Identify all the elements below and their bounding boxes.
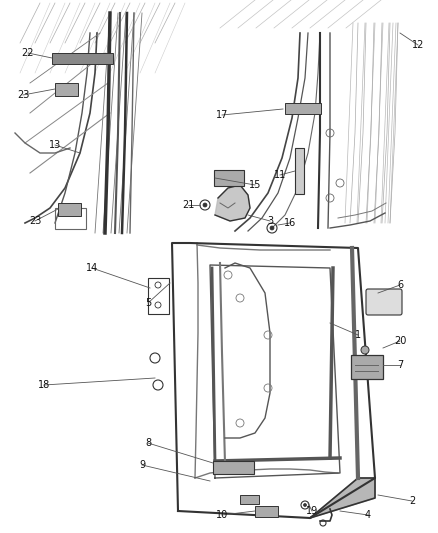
Circle shape: [270, 226, 274, 230]
Text: 21: 21: [182, 200, 194, 210]
Text: 20: 20: [394, 336, 406, 346]
FancyBboxPatch shape: [240, 495, 258, 504]
Text: 15: 15: [249, 180, 261, 190]
Text: 2: 2: [409, 496, 415, 506]
Text: 9: 9: [139, 460, 145, 470]
Text: 10: 10: [216, 510, 228, 520]
Text: 8: 8: [145, 438, 151, 448]
FancyBboxPatch shape: [52, 52, 113, 63]
Text: 14: 14: [86, 263, 98, 273]
FancyBboxPatch shape: [214, 170, 244, 186]
Text: 17: 17: [216, 110, 228, 120]
Text: 11: 11: [274, 170, 286, 180]
Text: 12: 12: [412, 40, 424, 50]
Circle shape: [361, 346, 369, 354]
Text: 5: 5: [145, 298, 151, 308]
FancyBboxPatch shape: [254, 505, 278, 516]
Text: 4: 4: [365, 510, 371, 520]
FancyBboxPatch shape: [294, 148, 304, 193]
FancyBboxPatch shape: [54, 83, 78, 95]
Text: 3: 3: [267, 216, 273, 226]
FancyBboxPatch shape: [351, 355, 383, 379]
Polygon shape: [215, 185, 250, 221]
Text: 23: 23: [17, 90, 29, 100]
Text: 7: 7: [397, 360, 403, 370]
FancyBboxPatch shape: [57, 203, 81, 215]
FancyBboxPatch shape: [285, 102, 321, 114]
FancyBboxPatch shape: [366, 289, 402, 315]
Text: 6: 6: [397, 280, 403, 290]
Polygon shape: [310, 478, 375, 518]
Text: 19: 19: [306, 506, 318, 516]
Text: 22: 22: [22, 48, 34, 58]
Text: 13: 13: [49, 140, 61, 150]
Text: 23: 23: [29, 216, 41, 226]
Circle shape: [304, 504, 307, 506]
Text: 1: 1: [355, 330, 361, 340]
Circle shape: [203, 203, 207, 207]
Text: 16: 16: [284, 218, 296, 228]
Text: 18: 18: [38, 380, 50, 390]
FancyBboxPatch shape: [212, 461, 254, 473]
